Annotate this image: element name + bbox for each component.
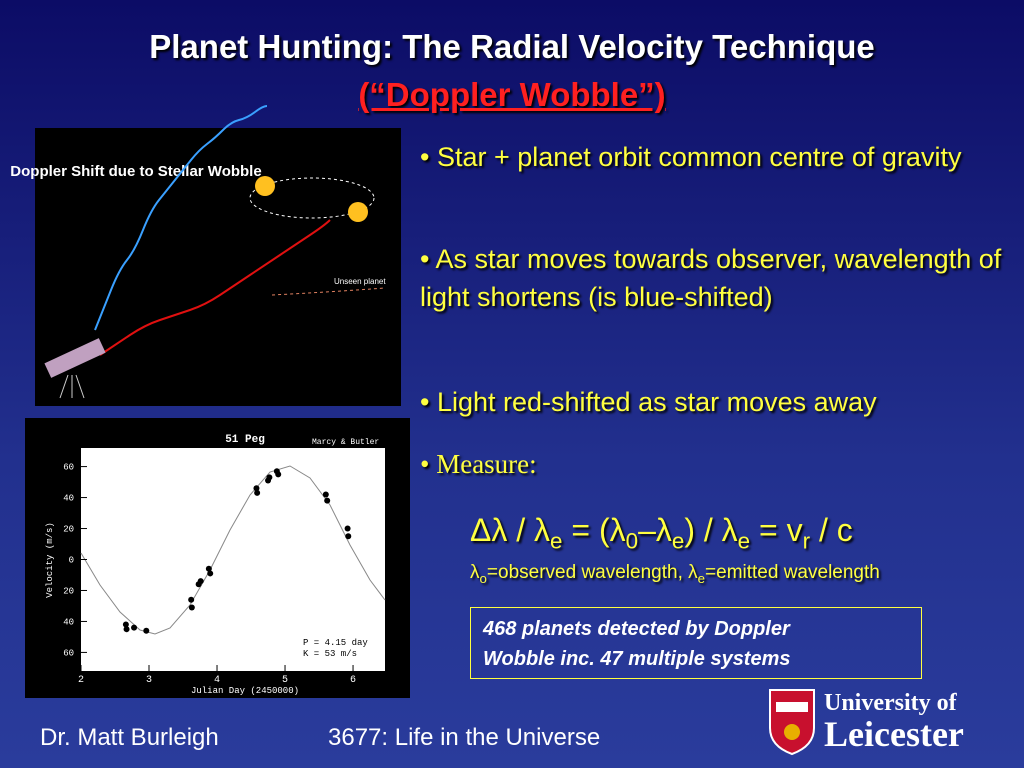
star — [255, 176, 275, 196]
data-point — [207, 570, 214, 577]
y-tick-label: 0 — [69, 556, 74, 566]
star — [348, 202, 368, 222]
data-point — [345, 533, 352, 540]
telescope — [44, 338, 106, 378]
equation-part: = v — [750, 512, 803, 548]
x-tick-label: 4 — [214, 675, 220, 686]
data-point — [322, 491, 329, 498]
y-tick-label: 20 — [63, 586, 74, 596]
equation-part: 0 — [625, 528, 639, 554]
data-point — [188, 596, 195, 603]
y-tick-label: 40 — [63, 617, 74, 627]
logo-line: Leicester — [824, 714, 964, 754]
equation-part: / c — [810, 512, 853, 548]
blue-wave — [94, 105, 268, 331]
bullet: • As star moves towards observer, wavele… — [420, 244, 1002, 312]
y-tick-label: 60 — [63, 463, 74, 473]
equation-part: ) / λ — [684, 512, 738, 548]
data-point — [324, 497, 331, 504]
box-line: 468 planets detected by Doppler — [483, 618, 790, 640]
data-point — [253, 485, 260, 492]
bullet: • Measure: — [420, 449, 537, 479]
y-tick-label: 60 — [63, 648, 74, 658]
orbit — [249, 177, 375, 219]
logo-line: University of — [824, 690, 958, 716]
annotation: K = 53 m/s — [303, 649, 357, 659]
bullet: • Star + planet orbit common centre of g… — [420, 142, 962, 172]
data-point — [344, 525, 351, 532]
x-tick-label: 5 — [282, 675, 288, 686]
diagram-bg — [35, 128, 401, 406]
subtitle: (“Doppler Wobble”) — [358, 76, 666, 113]
y-tick-label: 40 — [63, 494, 74, 504]
logo: University of Leicester — [769, 689, 964, 756]
title: Planet Hunting: The Radial Velocity Tech… — [149, 28, 875, 65]
equation-part: = (λ — [562, 512, 626, 548]
equation: Δλ / λe = (λ0–λe) / λe = vr / c — [470, 512, 853, 554]
tripod — [59, 374, 85, 399]
y-tick-label: 20 — [63, 525, 74, 535]
equation-part: λ — [470, 562, 480, 583]
fit-curve — [80, 465, 386, 635]
data-point — [122, 621, 129, 628]
data-point — [275, 471, 282, 478]
equation-part: =observed wavelength, λ — [486, 562, 698, 583]
equation-part: e — [671, 528, 685, 554]
equation-part: o — [479, 570, 487, 586]
x-tick-label: 2 — [78, 675, 84, 686]
box-line: Wobble inc. 47 multiple systems — [483, 648, 791, 670]
annotation: P = 4.15 day — [303, 638, 368, 648]
diagram-title: Doppler Shift due to Stellar Wobble — [10, 163, 261, 180]
info-box: 468 planets detected by Doppler Wobble in… — [470, 607, 922, 679]
author: Dr. Matt Burleigh — [40, 724, 219, 751]
x-tick-label: 6 — [350, 675, 356, 686]
plot-credit: Marcy & Butler — [312, 438, 379, 447]
planet-path — [271, 287, 386, 296]
equation-part: r — [802, 528, 811, 554]
data-point — [131, 624, 138, 631]
equation-note: λo=observed wavelength, λe=emitted wavel… — [470, 562, 880, 586]
equation-part: e — [737, 528, 751, 554]
data-point — [266, 474, 273, 481]
x-tick-label: 3 — [146, 675, 152, 686]
red-wave — [99, 219, 331, 356]
equation-part: =emitted wavelength — [705, 562, 880, 583]
y-axis-label: Velocity (m/s) — [45, 522, 55, 598]
data-point — [254, 489, 261, 496]
data-point — [205, 565, 212, 572]
equation-part: –λ — [638, 512, 672, 548]
data-point — [197, 578, 204, 585]
bullet: • Light red-shifted as star moves away — [420, 387, 877, 417]
data-point — [188, 604, 195, 611]
diagram-label: Unseen planet — [334, 277, 386, 286]
data-point — [143, 627, 150, 634]
equation-part: Δλ / λ — [470, 512, 551, 548]
equation-part: e — [697, 570, 706, 586]
course: 3677: Life in the Universe — [328, 724, 601, 751]
data-point — [123, 626, 130, 633]
plot-area — [81, 448, 385, 671]
x-axis-label: Julian Day (2450000) — [191, 686, 299, 696]
plot-title: 51 Peg — [225, 434, 265, 446]
equation-part: e — [550, 528, 563, 554]
